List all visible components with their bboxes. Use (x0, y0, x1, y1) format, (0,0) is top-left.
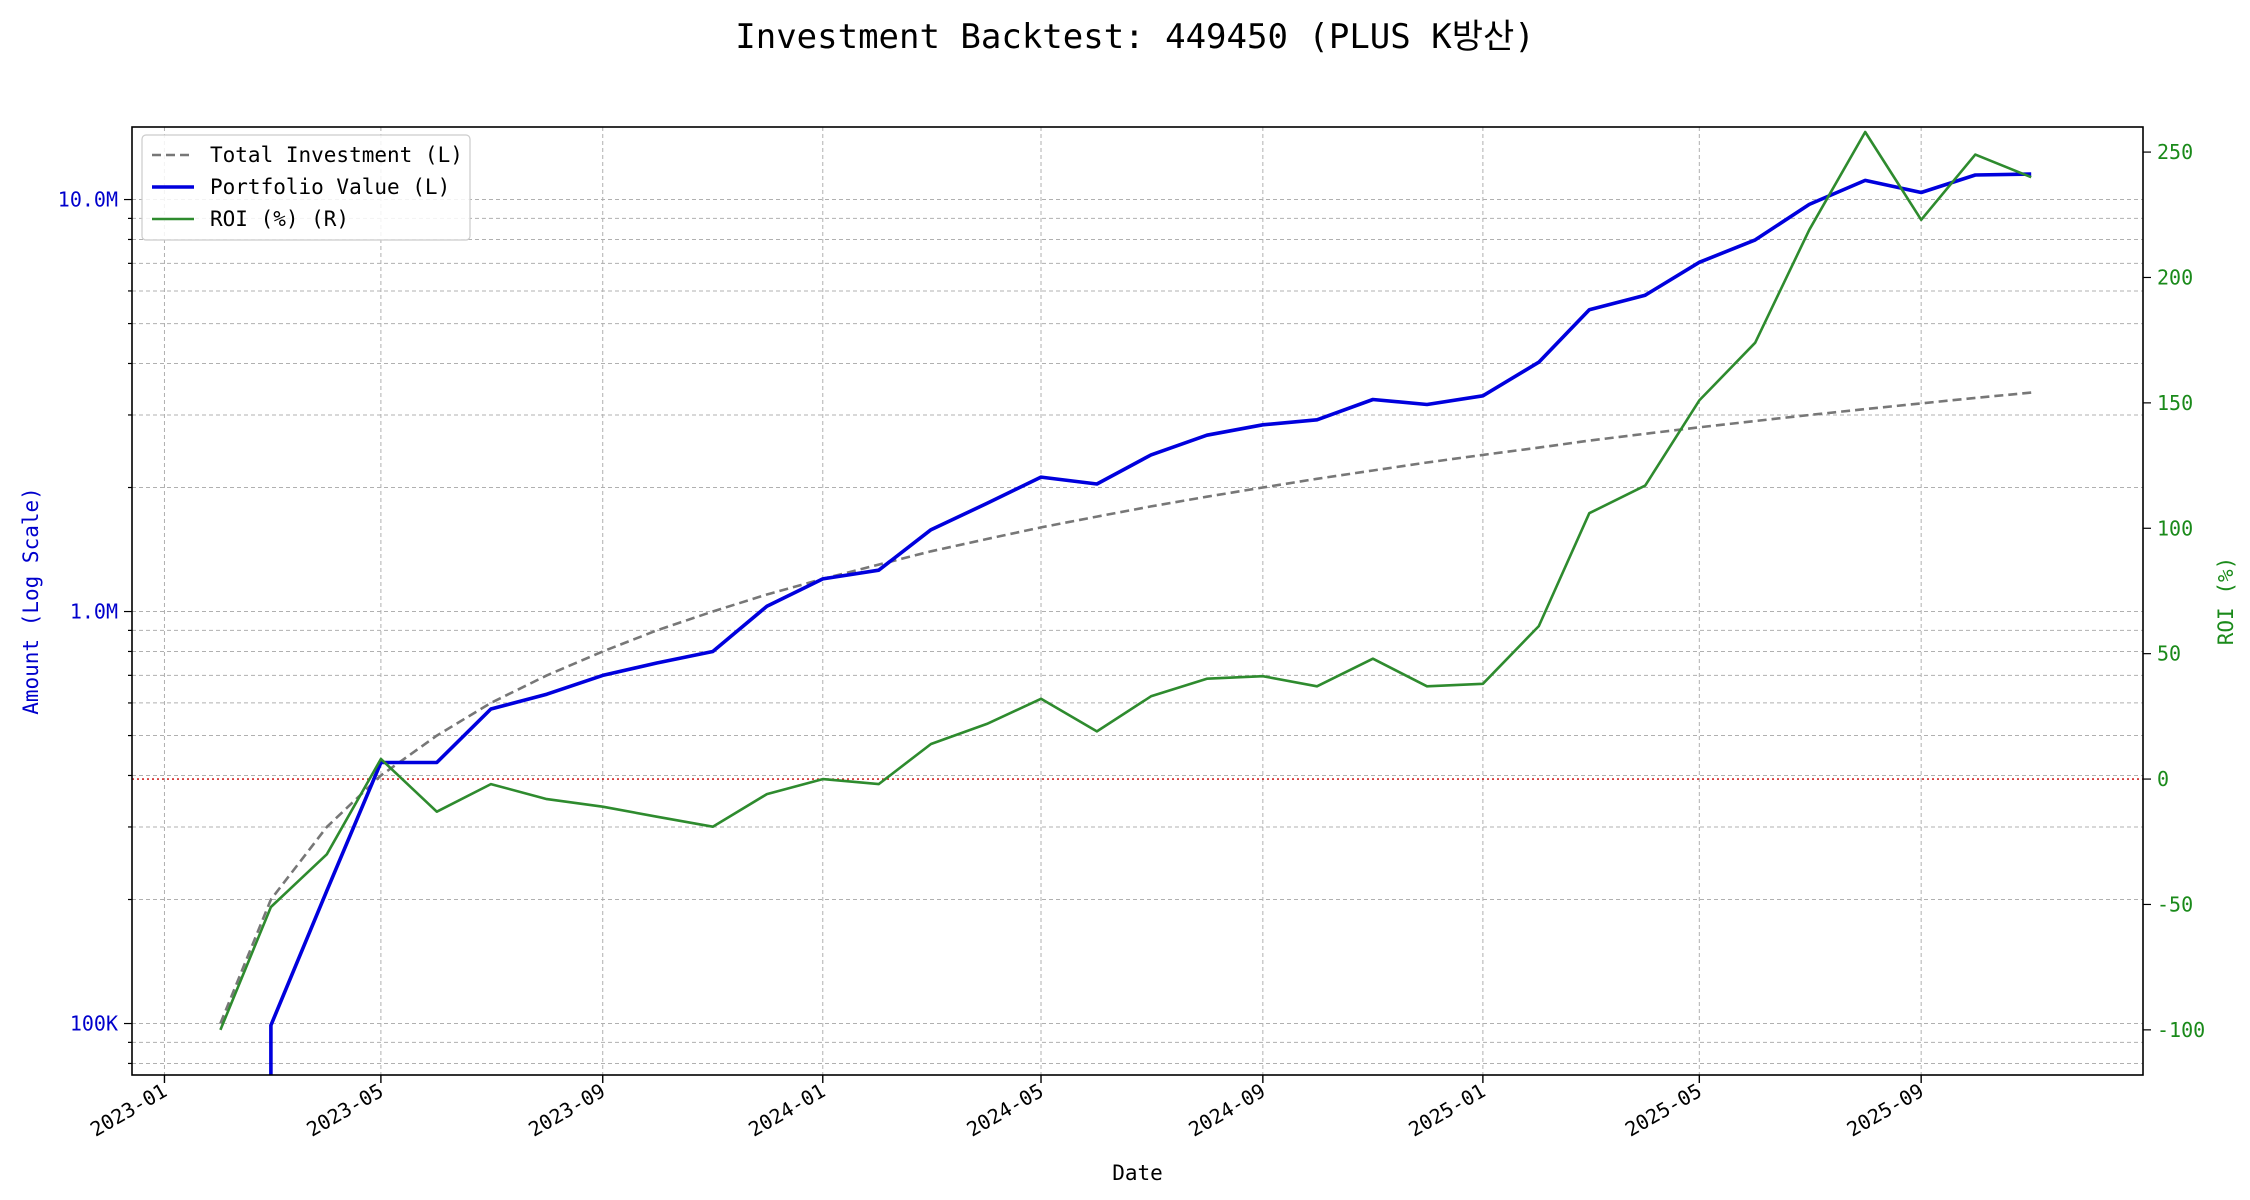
right-tick-label: 50 (2157, 642, 2181, 666)
legend-entry: Portfolio Value (L) (210, 175, 450, 199)
legend: Total Investment (L) Portfolio Value (L) R… (141, 134, 471, 241)
axis-layer: 2023-01 2023-05 2023-09 2024-01 2024-05 2024-… (58, 140, 2205, 1141)
right-tick-label: 150 (2157, 391, 2193, 415)
right-axis-label: ROI (%) (2214, 557, 2238, 646)
legend-box (141, 134, 471, 241)
right-tick-label: -100 (2157, 1018, 2205, 1042)
right-tick-label: 200 (2157, 265, 2193, 289)
left-tick-label: 1.0M (70, 600, 118, 624)
portfolio-value-line (269, 172, 2032, 1075)
legend-entry: ROI (%) (R) (210, 207, 349, 231)
grid-layer (132, 127, 2143, 1075)
x-tick-label: 2024-01 (744, 1079, 829, 1142)
x-tick-label: 2024-05 (963, 1079, 1048, 1142)
x-tick-label: 2025-09 (1843, 1079, 1928, 1142)
right-tick-label: 0 (2157, 767, 2169, 791)
x-tick-label: 2023-09 (524, 1079, 609, 1142)
legend-entry: Total Investment (L) (210, 143, 463, 167)
left-tick-label: 100K (70, 1012, 118, 1036)
x-tick-label: 2023-05 (302, 1079, 387, 1142)
left-tick-label: 10.0M (58, 188, 118, 212)
total-investment-line (219, 391, 2032, 1024)
roi-line (219, 130, 2032, 1031)
left-axis-label: Amount (Log Scale) (19, 487, 43, 715)
right-tick-label: 250 (2157, 140, 2193, 164)
chart-title: Investment Backtest: 449450 (PLUS K방산) (735, 17, 1534, 57)
x-tick-label: 2025-05 (1621, 1079, 1706, 1142)
right-tick-label: -50 (2157, 892, 2193, 916)
x-tick-label: 2025-01 (1404, 1079, 1489, 1142)
x-tick-label: 2023-01 (86, 1079, 171, 1142)
plot-frame (131, 126, 2144, 1076)
right-tick-label: 100 (2157, 516, 2193, 540)
series-layer (219, 130, 2032, 1075)
x-tick-label: 2024-09 (1184, 1079, 1269, 1142)
x-axis-label: Date (1112, 1161, 1163, 1185)
